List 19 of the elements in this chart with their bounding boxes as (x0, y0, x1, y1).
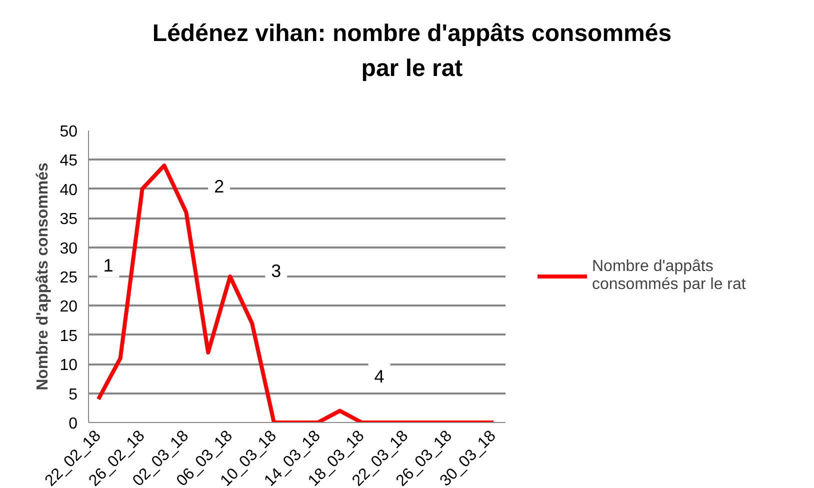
y-tick-label: 20 (60, 298, 78, 316)
y-tick-label: 45 (60, 152, 78, 170)
line-series (96, 164, 496, 422)
chart-title: Lédénez vihan: nombre d'appâts consommés par le rat (152, 19, 672, 84)
y-tick-label: 50 (60, 124, 78, 140)
y-tick-label: 40 (60, 182, 78, 199)
legend-label: Nombre d'appâts consommés par le rat (592, 258, 746, 294)
y-axis-title: Nombre d'appâts consommés (34, 162, 52, 390)
y-tick-label: 30 (60, 240, 78, 258)
annotation: 2 (214, 176, 224, 196)
annotation: 3 (271, 261, 282, 282)
annotation: 4 (374, 366, 384, 386)
y-tick-label: 0 (68, 416, 78, 432)
y-tick-label: 15 (60, 328, 78, 345)
annotation: 1 (103, 255, 114, 276)
y-tick-label: 5 (68, 386, 78, 404)
y-tick-label: 25 (60, 270, 78, 286)
y-tick-label: 35 (60, 211, 78, 228)
y-tick-label: 10 (60, 357, 78, 374)
